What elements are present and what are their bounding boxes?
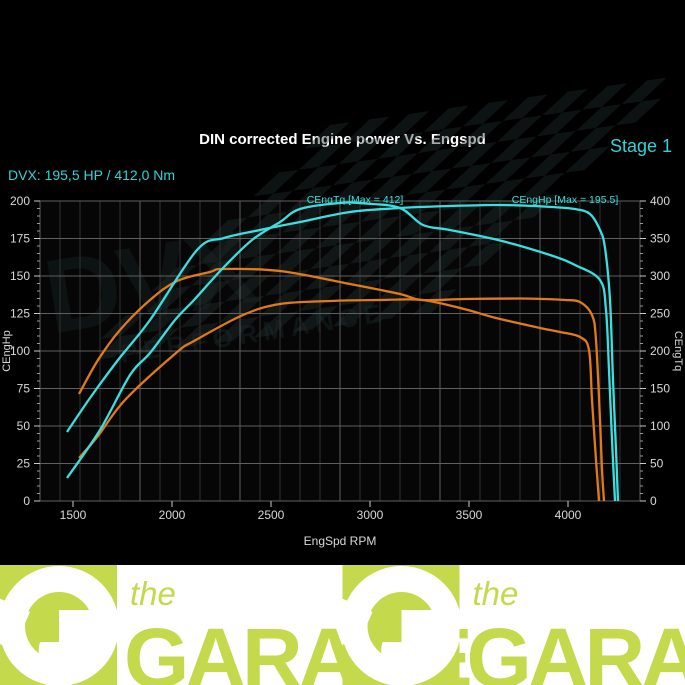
svg-text:0: 0 [23, 494, 30, 508]
svg-text:350: 350 [650, 232, 670, 246]
svg-text:150: 150 [650, 382, 670, 396]
svg-text:200: 200 [650, 344, 670, 358]
svg-text:4000: 4000 [555, 508, 582, 522]
svg-text:CEngHp [Max = 195.5]: CEngHp [Max = 195.5] [512, 194, 619, 206]
svg-text:300: 300 [650, 269, 670, 283]
svg-text:200: 200 [10, 194, 30, 208]
svg-text:100: 100 [650, 419, 670, 433]
svg-text:2000: 2000 [159, 508, 186, 522]
svg-text:25: 25 [17, 457, 31, 471]
svg-text:75: 75 [17, 382, 31, 396]
svg-text:3000: 3000 [357, 508, 384, 522]
svg-text:100: 100 [10, 344, 30, 358]
svg-text:50: 50 [650, 457, 664, 471]
svg-text:3500: 3500 [456, 508, 483, 522]
svg-text:50: 50 [17, 419, 31, 433]
svg-text:150: 150 [10, 269, 30, 283]
svg-text:125: 125 [10, 307, 30, 321]
svg-text:1500: 1500 [60, 508, 87, 522]
svg-text:EngSpd RPM: EngSpd RPM [304, 534, 377, 548]
svg-text:175: 175 [10, 232, 30, 246]
svg-text:CEngTq [Max = 412]: CEngTq [Max = 412] [307, 194, 404, 206]
svg-text:400: 400 [650, 194, 670, 208]
svg-text:2500: 2500 [258, 508, 285, 522]
svg-text:CEngTq: CEngTq [672, 331, 684, 371]
svg-text:0: 0 [650, 494, 657, 508]
svg-text:CEngHp: CEngHp [1, 330, 13, 372]
svg-text:250: 250 [650, 307, 670, 321]
